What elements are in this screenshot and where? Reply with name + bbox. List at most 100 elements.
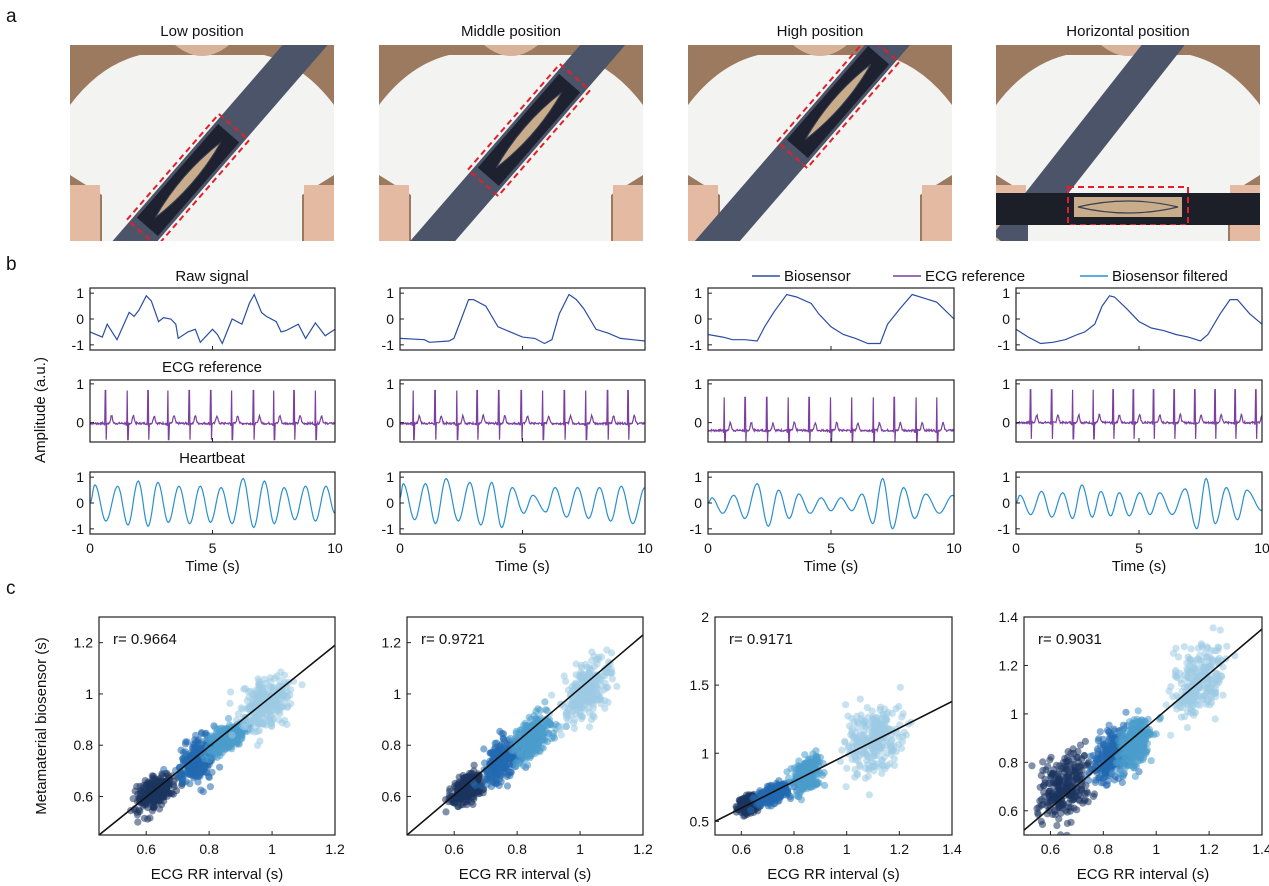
x-tick-label: 1.2 — [890, 841, 910, 857]
scatter-point — [842, 783, 850, 791]
x-tick-label: 1 — [268, 841, 276, 857]
scatter-point — [186, 762, 194, 770]
scatter-point — [503, 782, 512, 790]
scatter-point — [205, 773, 213, 782]
scatter-point — [480, 745, 488, 753]
scatter-point — [1081, 737, 1089, 746]
x-axis-label: ECG RR interval (s) — [1077, 866, 1210, 883]
y-tick-label: 1 — [1010, 706, 1018, 722]
scatter-point — [298, 681, 306, 689]
scatter-point — [522, 721, 531, 730]
x-tick-label: 1.4 — [1252, 841, 1269, 857]
scatter-point — [841, 738, 849, 746]
scatter-point — [1167, 683, 1175, 691]
scatter-point — [1090, 790, 1099, 798]
y-tick-label: 0.8 — [74, 737, 94, 753]
scatter-point — [1038, 820, 1047, 829]
scatter-point — [577, 661, 585, 670]
scatter-point — [1083, 771, 1091, 779]
scatter-point — [272, 703, 280, 711]
scatter-point — [535, 746, 543, 755]
scatter-point — [541, 698, 549, 706]
scatter-point — [1219, 663, 1227, 671]
y-tick-label: 1 — [393, 686, 401, 702]
series-line-biosensor — [707, 293, 955, 345]
scatter-point — [194, 737, 202, 745]
scatter-point — [1074, 753, 1082, 762]
scatter-point — [189, 767, 197, 776]
scatter-point — [1073, 768, 1081, 777]
scatter-point — [1108, 731, 1116, 739]
scatter-point — [821, 781, 829, 790]
scatter-point — [239, 713, 247, 721]
y-tick-label: 1 — [386, 376, 394, 392]
scatter-points — [732, 683, 915, 820]
scatter-point — [1104, 777, 1112, 785]
scatter-point — [1144, 728, 1152, 736]
scatter-point — [1076, 741, 1085, 749]
scatter-point — [858, 717, 866, 725]
scatter-point — [144, 815, 152, 823]
scatter-point — [137, 787, 145, 795]
scatter-point — [486, 771, 494, 779]
y-tick-label: 0 — [386, 415, 394, 431]
scatter-point — [801, 751, 809, 759]
scatter-point — [163, 784, 171, 792]
y-tick-label: 1 — [694, 469, 702, 485]
x-tick-label: 0.8 — [199, 841, 219, 857]
scatter-point — [1077, 786, 1085, 794]
y-tick-label: -1 — [72, 521, 85, 537]
fit-line — [407, 634, 643, 835]
scatter-point — [1130, 738, 1138, 746]
y-tick-label: 0 — [386, 311, 394, 327]
y-tick-label: -1 — [382, 337, 395, 353]
seatbelt-photo — [70, 45, 334, 241]
scatter-point — [1115, 768, 1123, 776]
x-tick-label: 0.8 — [784, 841, 804, 857]
waveform-plot: -1 0 1 — [998, 285, 1263, 353]
scatter-point — [1067, 818, 1075, 826]
scatter-point — [562, 711, 570, 719]
scatter-point — [1219, 691, 1227, 699]
scatter-point — [583, 663, 591, 671]
scatter-point — [1206, 664, 1214, 672]
scatter-point — [175, 773, 183, 781]
scatter-point — [1167, 731, 1175, 739]
scatter-point — [496, 742, 504, 750]
panel-c-ylabel: Metamaterial biosensor (s) — [33, 637, 50, 815]
fit-line — [715, 700, 952, 823]
series-line-biosensor-filtered — [399, 477, 646, 529]
scatter-plot: r= 0.9171 0.5 1 1.5 2 0.6 0.8 1 1.2 1.4 ECG RR int… — [690, 609, 962, 883]
scatter-point — [527, 715, 535, 724]
seatbelt-photo — [996, 45, 1260, 241]
y-tick-label: 0.6 — [74, 789, 94, 805]
scatter-point — [1096, 728, 1104, 736]
scatter-point — [809, 778, 817, 786]
scatter-point — [267, 702, 275, 710]
metamaterial-sensor — [1074, 197, 1182, 217]
waveform-plot: -1 0 1 — [72, 285, 336, 353]
y-tick-label: 0.5 — [690, 813, 710, 829]
seatbelt-photo — [379, 45, 643, 241]
scatter-point — [588, 648, 596, 656]
scatter-point — [861, 774, 870, 782]
scatter-point — [764, 802, 772, 810]
scatter-point — [516, 750, 524, 758]
scatter-point — [1129, 726, 1137, 734]
scatter-point — [735, 796, 743, 805]
fit-line — [99, 644, 335, 835]
scatter-point — [483, 780, 491, 789]
scatter-point — [1119, 725, 1128, 733]
scatter-point — [865, 764, 873, 772]
y-tick-label: 1.5 — [690, 677, 710, 693]
scatter-point — [1203, 653, 1211, 661]
waveform-plot: 01 — [694, 376, 955, 443]
left-arm — [70, 185, 100, 241]
y-tick-label: 1 — [1002, 376, 1010, 392]
scatter-point — [541, 737, 549, 745]
scatter-point — [233, 716, 241, 724]
y-tick-label: 1.4 — [999, 609, 1019, 625]
row-title: Raw signal — [175, 268, 248, 285]
scatter-point — [467, 769, 475, 778]
